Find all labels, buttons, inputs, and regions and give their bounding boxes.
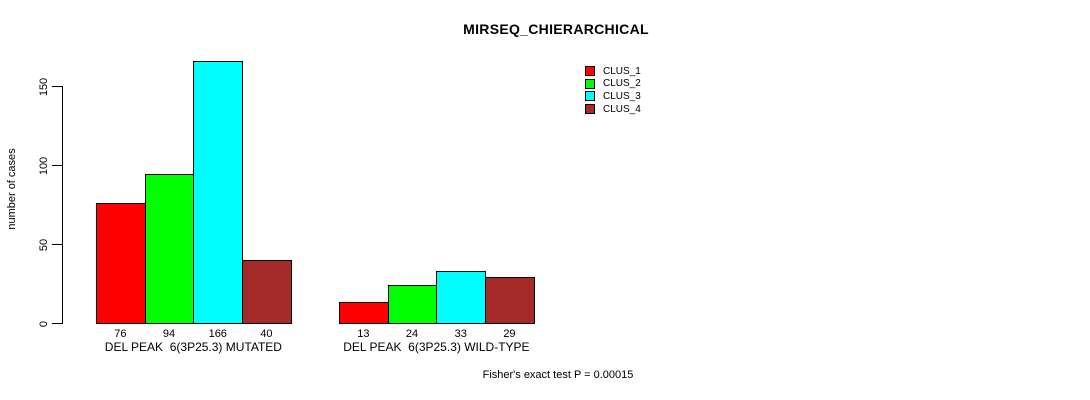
y-tick bbox=[52, 86, 62, 87]
y-axis-line bbox=[62, 86, 63, 324]
bar bbox=[193, 60, 244, 324]
group-label: DEL PEAK 6(3P25.3) WILD-TYPE bbox=[343, 340, 530, 354]
legend-swatch-icon bbox=[585, 66, 595, 77]
legend-item: CLUS_3 bbox=[585, 90, 641, 103]
legend-item: CLUS_4 bbox=[585, 103, 641, 116]
bar-value-label: 13 bbox=[357, 328, 370, 340]
legend-label: CLUS_2 bbox=[603, 78, 641, 90]
y-tick-label: 0 bbox=[38, 320, 50, 327]
fisher-test-annotation: Fisher's exact test P = 0.00015 bbox=[482, 369, 634, 381]
legend-item: CLUS_1 bbox=[585, 65, 641, 78]
bar-value-label: 94 bbox=[162, 328, 176, 340]
legend-label: CLUS_3 bbox=[603, 90, 641, 102]
legend-item: CLUS_2 bbox=[585, 78, 641, 91]
bar-value-label: 24 bbox=[405, 328, 419, 340]
chart-title: MIRSEQ_CHIERARCHICAL bbox=[463, 21, 649, 37]
bar-value-label: 76 bbox=[114, 328, 127, 340]
bar bbox=[485, 277, 535, 324]
bar-value-label: 29 bbox=[503, 328, 516, 340]
group-label: DEL PEAK 6(3P25.3) MUTATED bbox=[104, 340, 282, 354]
legend-swatch-icon bbox=[585, 104, 595, 115]
bar-value-label: 166 bbox=[208, 328, 227, 340]
y-tick bbox=[52, 165, 62, 166]
bar bbox=[96, 202, 146, 324]
y-tick-label: 150 bbox=[38, 77, 50, 96]
legend-swatch-icon bbox=[585, 91, 595, 102]
legend-swatch-icon bbox=[585, 78, 595, 89]
bar bbox=[242, 259, 292, 324]
bar bbox=[144, 174, 195, 324]
bar bbox=[436, 270, 487, 324]
bar-value-label: 33 bbox=[454, 328, 467, 340]
bar bbox=[387, 285, 438, 324]
y-tick-label: 100 bbox=[38, 156, 50, 175]
legend-label: CLUS_1 bbox=[603, 65, 641, 77]
y-tick bbox=[52, 244, 62, 245]
bar bbox=[339, 302, 389, 324]
bar-value-label: 40 bbox=[260, 328, 273, 340]
legend-label: CLUS_4 bbox=[603, 103, 641, 115]
y-axis-label: number of cases bbox=[6, 148, 18, 230]
y-tick bbox=[52, 323, 62, 324]
legend: CLUS_1 CLUS_2 CLUS_3 CLUS_4 bbox=[585, 65, 641, 115]
y-tick-label: 50 bbox=[38, 238, 50, 251]
